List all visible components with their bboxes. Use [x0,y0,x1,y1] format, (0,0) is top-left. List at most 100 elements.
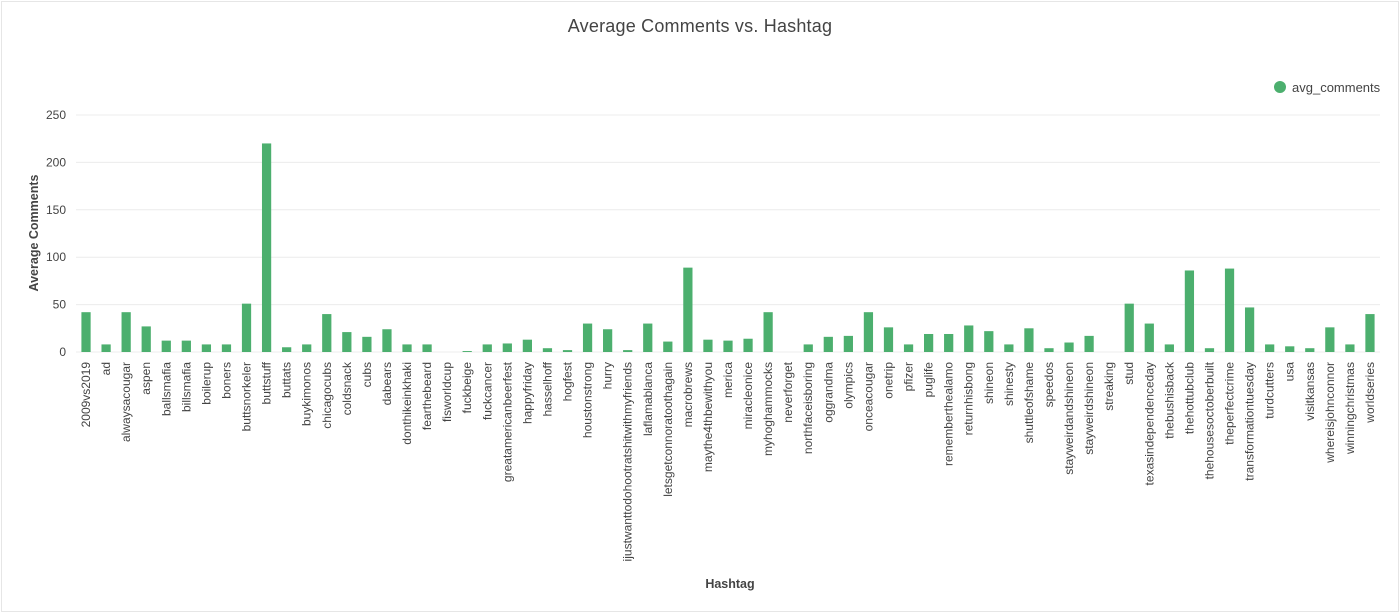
bar[interactable] [582,323,593,352]
x-tick-label: happyfriday [520,362,534,424]
bar[interactable] [743,338,753,352]
bar[interactable] [1184,270,1195,352]
x-tick-label: cubs [360,362,374,387]
bar[interactable] [903,344,914,352]
x-tick-label: thebushisback [1162,361,1176,439]
x-tick-label: transformationtuesday [1243,362,1257,481]
x-tick-label: ad [99,362,113,375]
x-tick-label: 2009vs2019 [79,362,93,428]
bar[interactable] [683,267,693,352]
bar[interactable] [1164,344,1174,352]
x-tick-label: usa [1283,362,1297,382]
x-tick-label: boilerup [199,362,213,405]
x-tick-label: billsmafia [179,362,193,412]
bar[interactable] [101,344,111,352]
x-axis-ticks: 2009vs2019 ad alwaysacougar aspen ballsmafia… [79,361,1377,561]
x-tick-label: thehottubclub [1182,362,1196,434]
bar[interactable] [1044,348,1054,352]
bar[interactable] [863,312,874,352]
bar[interactable] [924,333,934,352]
x-tick-label: miracleonice [741,362,755,430]
bar[interactable] [763,312,773,352]
bar[interactable] [1084,335,1094,352]
bar[interactable] [181,340,191,352]
bar[interactable] [161,340,171,352]
bar[interactable] [1365,314,1375,352]
bar[interactable] [1325,327,1335,352]
bar[interactable] [1064,342,1074,352]
y-axis-label: Average Comments [27,174,41,291]
x-tick-label: pfizer [902,362,916,391]
bar[interactable] [1124,303,1134,352]
bar[interactable] [1285,346,1295,352]
x-tick-label: thehousesoctoberbuilt [1202,361,1216,479]
bar[interactable] [121,312,131,352]
bar[interactable] [141,326,151,352]
bar[interactable] [322,314,332,352]
x-tick-label: speedos [1042,362,1056,407]
bar[interactable] [241,303,252,352]
bar[interactable] [562,350,573,352]
bar[interactable] [623,350,633,352]
x-tick-label: stayweirdshineon [1082,362,1096,455]
bar[interactable] [883,327,894,352]
x-tick-label: aspen [139,362,153,395]
x-tick-label: shuttleofshame [1022,362,1036,444]
bar[interactable] [282,347,292,352]
bar[interactable] [1244,307,1255,352]
bar[interactable] [261,143,272,352]
bar[interactable] [1204,348,1215,352]
y-tick-label: 50 [53,298,67,312]
bar[interactable] [1004,344,1014,352]
x-tick-label: donthikeinkhaki [400,362,414,445]
bar[interactable] [201,344,212,352]
x-tick-label: fisworldcup [440,362,454,422]
x-tick-label: chicagocubs [320,362,334,429]
bar[interactable] [1224,268,1235,352]
bar[interactable] [342,332,352,352]
x-tick-label: winningchristmas [1343,362,1357,455]
bar[interactable] [803,344,813,352]
x-tick-label: onetrip [881,362,895,399]
x-tick-label: visitkansas [1303,362,1317,421]
bar[interactable] [723,340,733,352]
legend[interactable]: avg_comments [1274,80,1381,95]
bar[interactable] [302,344,312,352]
x-tick-label: returnhisbong [962,362,976,435]
y-axis-ticks: 0 50 100 150 200 250 [46,108,66,359]
bar[interactable] [944,333,954,352]
x-tick-label: fuckbeige [460,362,474,414]
bar[interactable] [703,339,713,352]
bar[interactable] [663,341,673,352]
bar[interactable] [964,325,974,352]
bar[interactable] [984,331,994,352]
bar[interactable] [502,343,512,352]
bar[interactable] [1305,348,1315,352]
chart-title: Average Comments vs. Hashtag [567,16,833,36]
bar[interactable] [81,312,91,352]
x-tick-label: buttsnorkeler [240,362,254,431]
bar[interactable] [522,339,532,352]
x-tick-label: worldseries [1363,362,1377,424]
bar[interactable] [823,336,833,352]
bar[interactable] [482,344,492,352]
bar[interactable] [402,344,412,352]
bar[interactable] [542,348,553,352]
bar[interactable] [1265,344,1275,352]
bar[interactable] [462,351,472,352]
bar[interactable] [422,344,432,352]
bar[interactable] [603,329,613,352]
x-tick-label: theperfectcrime [1223,362,1237,445]
x-tick-label: coldsnack [340,361,354,415]
bar[interactable] [643,323,653,352]
bar[interactable] [843,335,853,352]
bar[interactable] [382,329,392,352]
bar[interactable] [1345,344,1355,352]
x-tick-label: alwaysacougar [119,362,133,442]
x-tick-label: ijustwanttodohootratshitwithmyfriends [621,362,635,561]
bar[interactable] [221,344,232,352]
bar[interactable] [362,336,372,352]
bar[interactable] [1144,323,1154,352]
bar[interactable] [1024,328,1034,352]
